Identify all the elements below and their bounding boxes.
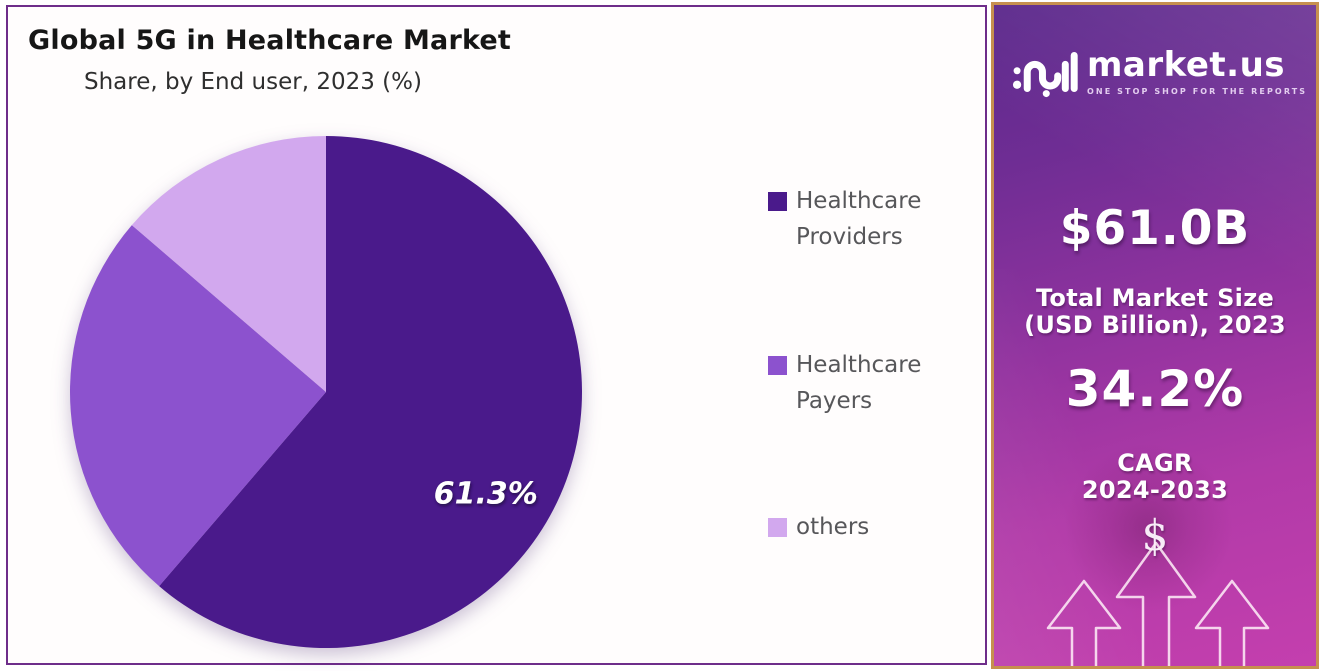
legend-label: others [796, 514, 870, 540]
pie-data-label: 61.3% [434, 477, 538, 512]
market-size-label-line1: Total Market Size [1035, 284, 1275, 312]
legend-item-healthcare-payers: Healthcare Payers [768, 347, 946, 419]
legend-item-healthcare-providers: Healthcare Providers [768, 183, 946, 255]
marketus-logo-icon [1012, 52, 1078, 98]
legend-swatch-others [768, 518, 787, 537]
cagr-label-line2: 2024-2033 [1081, 476, 1229, 504]
market-size-label-line2: (USD Billion), 2023 [1024, 311, 1286, 339]
brand-logo: market.us ONE STOP SHOP FOR THE REPORTS [1012, 43, 1307, 101]
market-size-value: $61.0B [1059, 201, 1251, 256]
brand-tagline: ONE STOP SHOP FOR THE REPORTS [1087, 87, 1308, 96]
brand-name: market.us [1087, 45, 1286, 85]
legend-swatch-healthcare-providers [768, 192, 787, 211]
chart-subtitle: Share, by End user, 2023 (%) [84, 69, 422, 95]
cagr-value: 34.2% [1065, 360, 1245, 418]
legend-label: Healthcare Providers [796, 188, 922, 250]
chart-title: Global 5G in Healthcare Market [28, 25, 512, 56]
pie-slice-healthcare-providers [159, 136, 582, 648]
legend-swatch-healthcare-payers [768, 356, 787, 375]
chart-panel: Global 5G in Healthcare Market Share, by… [6, 5, 987, 665]
brand-side-panel: market.us ONE STOP SHOP FOR THE REPORTS … [991, 2, 1319, 669]
brand-text-block: market.us ONE STOP SHOP FOR THE REPORTS [1087, 48, 1307, 96]
legend-label: Healthcare Payers [796, 352, 922, 414]
pie-chart: 61.3% [70, 136, 582, 648]
legend-item-others: others [768, 509, 946, 545]
pie-slice-healthcare-payers [70, 225, 326, 587]
cagr-label-line1: CAGR [1117, 449, 1193, 477]
pie-slice-others [131, 136, 326, 392]
growth-arrows-icon [1046, 541, 1270, 666]
